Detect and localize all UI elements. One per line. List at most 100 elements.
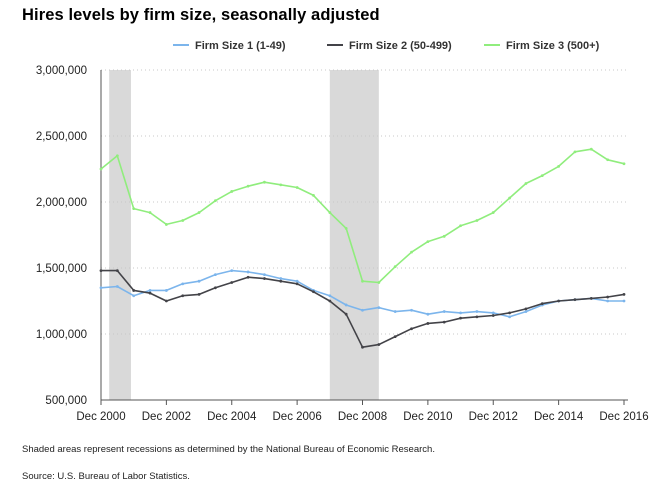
y-tick-label: 2,500,000 — [36, 131, 87, 143]
series-point — [426, 240, 430, 244]
series-point — [197, 211, 201, 214]
series-point — [393, 265, 397, 269]
series-point — [344, 312, 348, 316]
series-point — [410, 308, 413, 312]
series-point — [115, 285, 119, 288]
source-note: Source: U.S. Bureau of Labor Statistics. — [22, 471, 190, 482]
series-point — [197, 293, 201, 296]
legend[interactable]: Firm Size 1 (1-49) Firm Size 2 (50-499) Fi… — [173, 40, 600, 52]
series-point — [230, 281, 234, 284]
legend-label: Firm Size 1 (1-49) — [195, 40, 286, 52]
series-point — [622, 293, 626, 296]
series-point — [295, 282, 299, 286]
series-point — [524, 307, 528, 311]
series-point — [164, 289, 168, 292]
series-point — [295, 186, 299, 189]
recession-band — [329, 70, 379, 400]
series-point — [344, 303, 348, 307]
series-point — [99, 167, 103, 171]
series-point — [295, 279, 299, 283]
x-tick-label: Dec 2016 — [599, 411, 648, 423]
recession-note: Shaded areas represent recessions as det… — [22, 444, 435, 455]
series-point — [540, 302, 544, 306]
y-tick-label: 1,500,000 — [36, 263, 87, 275]
series-point — [589, 147, 593, 151]
series-point — [491, 314, 495, 317]
series-point — [491, 311, 495, 315]
series-point — [508, 311, 511, 315]
series-point — [442, 310, 446, 313]
series-point — [99, 286, 103, 290]
series-point — [164, 299, 168, 303]
series-point — [279, 183, 283, 187]
series-point — [361, 279, 364, 283]
series-point — [246, 275, 250, 279]
series-point — [263, 273, 266, 276]
recession-band — [109, 70, 131, 400]
series-point — [377, 281, 381, 284]
series-point — [393, 310, 397, 313]
series-point — [214, 286, 217, 290]
x-tick-label: Dec 2014 — [534, 411, 584, 423]
legend-label: Firm Size 3 (500+) — [506, 40, 600, 52]
series-point — [557, 164, 561, 168]
series-point — [132, 207, 136, 211]
series-point — [312, 194, 315, 197]
series-point — [344, 227, 348, 230]
series-point — [115, 154, 119, 158]
series-point — [263, 277, 266, 280]
legend-item[interactable]: Firm Size 2 (50-499) — [327, 40, 452, 52]
series-point — [459, 316, 462, 320]
series-point — [328, 299, 332, 303]
series-point — [328, 294, 332, 298]
series-point — [573, 150, 577, 154]
series-point — [230, 269, 234, 273]
series-point — [540, 174, 544, 178]
series-point — [214, 273, 217, 276]
series-point — [557, 299, 561, 303]
y-tick-label: 1,000,000 — [36, 329, 87, 341]
y-tick-label: 2,000,000 — [36, 197, 87, 209]
x-tick-label: Dec 2008 — [338, 411, 387, 423]
series-lines — [99, 147, 626, 349]
series-point — [361, 308, 364, 312]
series-point — [148, 291, 152, 295]
series-point — [164, 223, 168, 226]
series-point — [475, 219, 479, 222]
series-point — [589, 296, 593, 300]
series-point — [606, 158, 610, 162]
series-point — [524, 310, 528, 313]
axes: 500,000 1,000,000 1,500,000 2,000,000 2,500,… — [36, 65, 649, 423]
series-point — [508, 315, 511, 319]
series-point — [246, 270, 250, 274]
series-point — [426, 322, 430, 325]
x-tick-label: Dec 2010 — [403, 411, 452, 423]
legend-item[interactable]: Firm Size 1 (1-49) — [173, 40, 286, 52]
series-point — [361, 345, 364, 349]
series-point — [263, 180, 266, 184]
series-point — [622, 299, 626, 303]
series-point — [606, 295, 610, 299]
series-point — [214, 199, 217, 203]
series-point — [246, 184, 250, 188]
series-point — [132, 294, 136, 298]
series-point — [475, 315, 479, 319]
series-point — [524, 182, 528, 185]
legend-label: Firm Size 2 (50-499) — [349, 40, 452, 52]
series-point — [442, 320, 446, 324]
series-point — [410, 250, 413, 254]
series-point — [508, 196, 511, 200]
series-point — [230, 190, 234, 193]
series-point — [328, 211, 332, 214]
x-tick-label: Dec 2002 — [142, 411, 191, 423]
x-tick-label: Dec 2004 — [207, 411, 257, 423]
series-point — [442, 234, 446, 238]
series-point — [181, 219, 185, 222]
legend-item[interactable]: Firm Size 3 (500+) — [484, 40, 600, 52]
series-point — [148, 289, 152, 292]
y-tick-label: 3,000,000 — [36, 65, 87, 77]
series-point — [475, 310, 479, 313]
series-point — [459, 311, 462, 315]
series-point — [377, 343, 381, 346]
